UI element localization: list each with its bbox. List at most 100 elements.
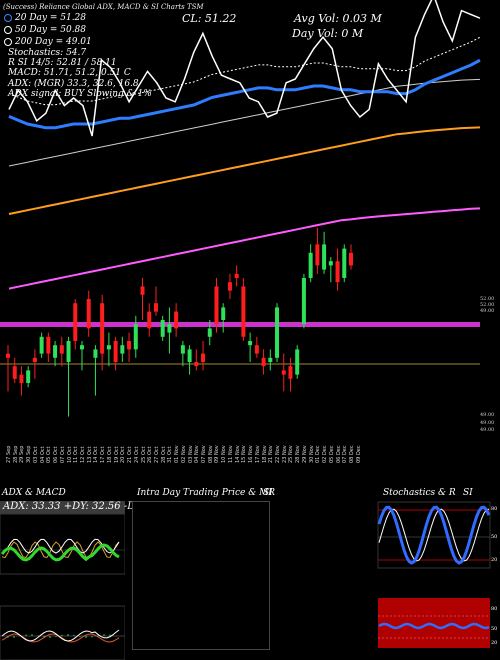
- macd-area: [0, 605, 125, 660]
- long-average-line: [8, 207, 481, 290]
- price-axis-label-3: 49.00: [480, 308, 495, 314]
- date-label: 03 Oct: [32, 446, 39, 463]
- candle-body: [53, 345, 58, 358]
- candle-body: [335, 261, 340, 283]
- adx-macd-panel: ADX & MACD ADX: 33.33 +DY: 32.56 -DY: 16…: [0, 488, 176, 660]
- price-axis-label-2: 52.00: [480, 302, 495, 308]
- candle-body: [147, 311, 152, 329]
- candle-body: [46, 336, 51, 354]
- stoch-level-50: 50: [491, 534, 498, 540]
- date-label: 14 Nov: [234, 445, 241, 463]
- candle-body: [113, 341, 118, 362]
- candle-body: [288, 366, 293, 379]
- close-price-line: [8, 0, 481, 137]
- ema200-line: [8, 126, 481, 215]
- macd-readout: MACD: 51.71, 51.2, 0.51 C: [8, 68, 131, 78]
- date-label: 29 Nov: [301, 445, 308, 463]
- candle-body: [295, 349, 300, 375]
- date-label: 08 Dec: [349, 445, 355, 463]
- candle-body: [328, 261, 333, 266]
- di-minus-line: [1, 541, 120, 559]
- date-label: 31 Oct: [167, 446, 174, 463]
- ema50-legend-ring-icon: [4, 26, 12, 34]
- ema20-legend: 20 Day = 51.28: [15, 13, 87, 23]
- date-label: 04 Oct: [39, 446, 46, 463]
- date-label: 07 Oct: [59, 446, 66, 463]
- date-label: 13 Oct: [86, 446, 93, 463]
- candle-body: [100, 303, 105, 354]
- candle-body: [66, 341, 71, 362]
- candle-body: [248, 341, 253, 346]
- adx-macd-svg: [0, 513, 125, 660]
- date-label: 04 Nov: [194, 445, 201, 463]
- intraday-si-label: SI: [263, 488, 273, 498]
- intraday-panel: Intra Day Trading Price & MR SI: [125, 488, 375, 660]
- ema50-legend: 50 Day = 50.88: [15, 25, 87, 35]
- candle-body: [79, 345, 84, 350]
- stoch-si-label: SI: [463, 488, 473, 498]
- candle-body: [308, 252, 313, 278]
- adx-readouts: ADX: (MGR) 33.3, 32.6, 16.8 ADX signal: …: [8, 79, 152, 99]
- stoch-level-20: 20: [491, 557, 498, 563]
- rsi-level-50: 50: [491, 626, 498, 632]
- candle-body: [12, 366, 17, 379]
- candle-body: [261, 357, 266, 367]
- adx-values: ADX: 33.33 +DY: 32.56 -DY: 16.28: [3, 501, 176, 512]
- intraday-title: Intra Day Trading Price & MR: [137, 488, 276, 498]
- date-label: 16 Nov: [248, 445, 255, 463]
- date-label: 27 Sep: [6, 445, 12, 463]
- candle-body: [194, 362, 199, 367]
- adx-readout: ADX: (MGR) 33.3, 32.6, 16.8: [8, 79, 139, 89]
- chart-header-title: (Success) Reliance Global ADX, MACD & SI…: [3, 3, 204, 11]
- rsi-level-20: 20: [491, 640, 498, 646]
- adx-area: [0, 513, 125, 575]
- candle-body: [26, 370, 31, 383]
- macd-line: [1, 629, 120, 642]
- candle-body: [174, 311, 179, 329]
- candle-body: [214, 286, 219, 325]
- day-vol-readout: Day Vol: 0 M: [292, 27, 364, 40]
- rsi-readout: R SI 14/5: 52.81 / 58.11: [8, 58, 117, 68]
- date-label: 01 Dec: [315, 445, 322, 463]
- candle-body: [234, 273, 239, 278]
- price-axis-bottom-2: 49.00: [480, 420, 495, 426]
- price-axis-label-1: 52.00: [480, 296, 495, 302]
- main-chart-svg: [0, 0, 481, 417]
- date-label: 21 Oct: [127, 446, 134, 463]
- date-label: 23 Nov: [281, 445, 288, 463]
- date-label: 19 Oct: [113, 446, 120, 463]
- candle-body: [32, 357, 37, 362]
- band-bar: [0, 322, 480, 327]
- candle-body: [180, 345, 185, 354]
- date-label: 01 Nov: [174, 445, 181, 463]
- candle-body: [140, 286, 145, 295]
- date-label: 12 Oct: [79, 446, 86, 463]
- candle-body: [133, 324, 138, 350]
- ema200-legend: 200 Day = 49.01: [15, 37, 92, 47]
- candle-body: [315, 244, 320, 266]
- date-label: 25 Nov: [288, 445, 295, 463]
- adx-readout-bar: [0, 501, 125, 514]
- date-label: 28 Oct: [160, 446, 167, 463]
- date-label: 08 Nov: [207, 445, 214, 463]
- candle-body: [201, 353, 206, 362]
- candle-body: [73, 303, 78, 341]
- date-label: 18 Nov: [261, 445, 268, 463]
- stoch-title: Stochastics & R: [383, 488, 456, 498]
- price-axis-bottom-1: 49.00: [480, 412, 495, 418]
- date-label: 11 Oct: [73, 446, 80, 463]
- candle-body: [160, 320, 165, 337]
- avg-vol-readout: Avg Vol: 0.03 M: [294, 12, 382, 25]
- candle-body: [120, 345, 125, 354]
- stoch-level-80: 80: [491, 506, 498, 512]
- date-label: 14 Oct: [93, 446, 100, 463]
- stoch-rsi-svg: [377, 501, 491, 648]
- date-label: 05 Dec: [328, 445, 335, 463]
- candle-body: [187, 349, 192, 362]
- indicator-readouts: Stochastics: 54.7 R SI 14/5: 52.81 / 58.…: [8, 48, 131, 78]
- stoch-k-line: [377, 505, 491, 565]
- intraday-chart-area: [132, 501, 270, 650]
- date-label: 07 Nov: [201, 445, 208, 463]
- date-label: 27 Oct: [153, 446, 160, 463]
- candle-body: [93, 349, 98, 358]
